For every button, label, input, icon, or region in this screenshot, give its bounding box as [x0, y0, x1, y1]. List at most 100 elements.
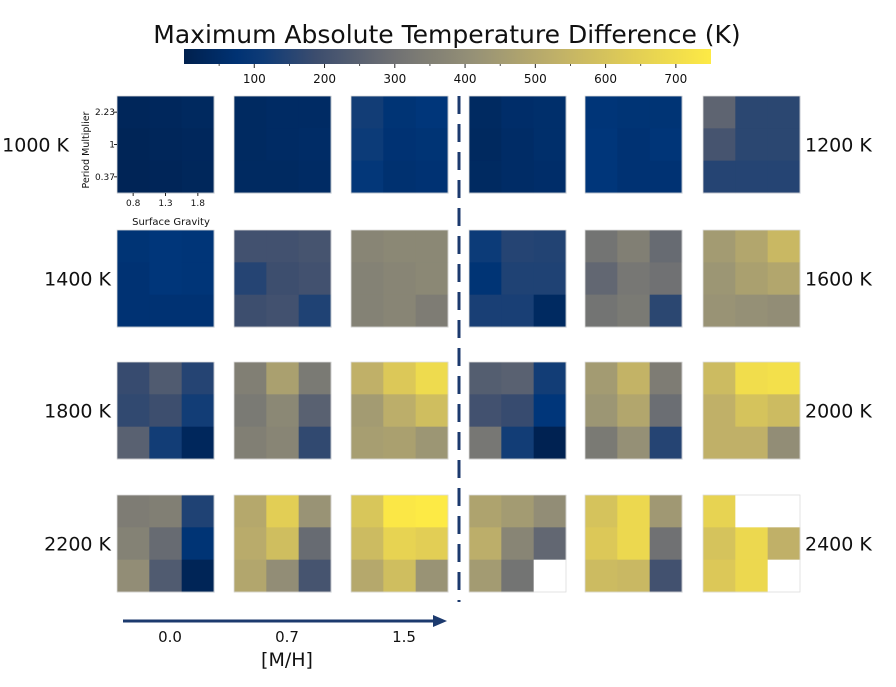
metallicity-label: [M/H] [261, 649, 313, 671]
heatmap-cell [117, 96, 150, 129]
heatmap-cell [735, 294, 769, 328]
heatmap-cell [585, 96, 618, 129]
heatmap-cell [298, 495, 332, 528]
heatmap-cell [298, 230, 332, 263]
heatmap-cell [415, 230, 449, 263]
heatmap-cell [298, 160, 332, 194]
heatmap-panel [233, 95, 332, 194]
heatmap-cell [469, 294, 502, 328]
metallicity-tick-labels: 0.0 0.7 1.5 [158, 628, 416, 646]
heatmap-cell [649, 230, 683, 263]
heatmap-cell [383, 362, 417, 395]
heatmap-cell [266, 230, 300, 263]
heatmap-cell [117, 394, 150, 428]
heatmap-cell [181, 230, 215, 263]
heatmap-cell [617, 160, 651, 194]
heatmap-cell [649, 426, 683, 460]
heatmap-panel [584, 229, 683, 328]
heatmap-cell [234, 96, 267, 129]
heatmap-cell [181, 294, 215, 328]
heatmap-cell [735, 559, 769, 593]
panel-frame [233, 95, 332, 194]
heatmap-cell [266, 96, 300, 129]
heatmap-cell [533, 527, 567, 561]
panel-frame [584, 95, 683, 194]
heatmap-cell [415, 527, 449, 561]
heatmap-cell [767, 394, 801, 428]
heatmap-cell [533, 294, 567, 328]
heatmap-cell [767, 230, 801, 263]
heatmap-cell [649, 527, 683, 561]
colorbar-gradient [184, 49, 711, 64]
inset-xlabel: Surface Gravity [132, 217, 210, 228]
heatmap-cell [617, 559, 651, 593]
panel-frame [702, 361, 801, 460]
heatmap-cell [501, 362, 535, 395]
heatmap-panel [468, 95, 567, 194]
heatmap-cell [469, 394, 502, 428]
heatmap-cell [585, 262, 618, 296]
row-label-right: 1600 K [805, 269, 872, 291]
heatmap-cell [415, 262, 449, 296]
heatmap-panel [116, 361, 215, 460]
heatmap-cell [383, 559, 417, 593]
heatmap-cell [298, 262, 332, 296]
heatmap-cell [351, 394, 384, 428]
heatmap-cell [735, 426, 769, 460]
heatmap-panel [468, 494, 567, 593]
heatmap-cell [383, 527, 417, 561]
heatmap-cell [533, 559, 567, 593]
heatmap-cell [234, 394, 267, 428]
heatmap-panel [116, 494, 215, 593]
heatmap-cell [585, 527, 618, 561]
heatmap-cell [617, 262, 651, 296]
heatmap-cell [585, 495, 618, 528]
panel-frame [702, 494, 801, 593]
heatmap-cell [649, 559, 683, 593]
heatmap-cell [266, 495, 300, 528]
panel-frame [702, 95, 801, 194]
heatmap-cell [501, 128, 535, 162]
heatmap-cell [767, 362, 801, 395]
colorbar-tick-label: 100 [243, 72, 266, 86]
panel-frame [468, 494, 567, 593]
heatmap-cell [649, 96, 683, 129]
row-label-left: 2200 K [44, 534, 111, 556]
heatmap-cell [703, 230, 736, 263]
heatmap-cell [117, 128, 150, 162]
heatmap-cell [181, 262, 215, 296]
heatmap-cell [735, 160, 769, 194]
heatmap-cell [383, 128, 417, 162]
panel-frame [350, 229, 449, 328]
inset-ytick-label: 2.23 [95, 108, 115, 118]
heatmap-cell [703, 294, 736, 328]
heatmap-cell [149, 262, 183, 296]
heatmap-cell [501, 160, 535, 194]
heatmap-cell [735, 128, 769, 162]
heatmap-cell [266, 527, 300, 561]
heatmap-cell [617, 362, 651, 395]
heatmap-cell [234, 362, 267, 395]
heatmap-cell [649, 128, 683, 162]
heatmap-cell [501, 230, 535, 263]
panel-frame [233, 494, 332, 593]
heatmap-cell [234, 230, 267, 263]
heatmap-cell [617, 230, 651, 263]
heatmap-cell [351, 426, 384, 460]
heatmap-cell [533, 96, 567, 129]
heatmap-cell [181, 527, 215, 561]
heatmap-cell [533, 426, 567, 460]
heatmap-cell [469, 128, 502, 162]
heatmap-cell [469, 426, 502, 460]
heatmap-cell [181, 160, 215, 194]
heatmap-panel [116, 95, 215, 194]
panel-frame [350, 95, 449, 194]
heatmap-cell [298, 294, 332, 328]
inset-ylabel: Period Multiplier [81, 111, 92, 188]
row-label-left: 1800 K [44, 401, 111, 423]
heatmap-panel [233, 229, 332, 328]
heatmap-cell [617, 96, 651, 129]
heatmap-cell [703, 160, 736, 194]
heatmap-cell [117, 362, 150, 395]
